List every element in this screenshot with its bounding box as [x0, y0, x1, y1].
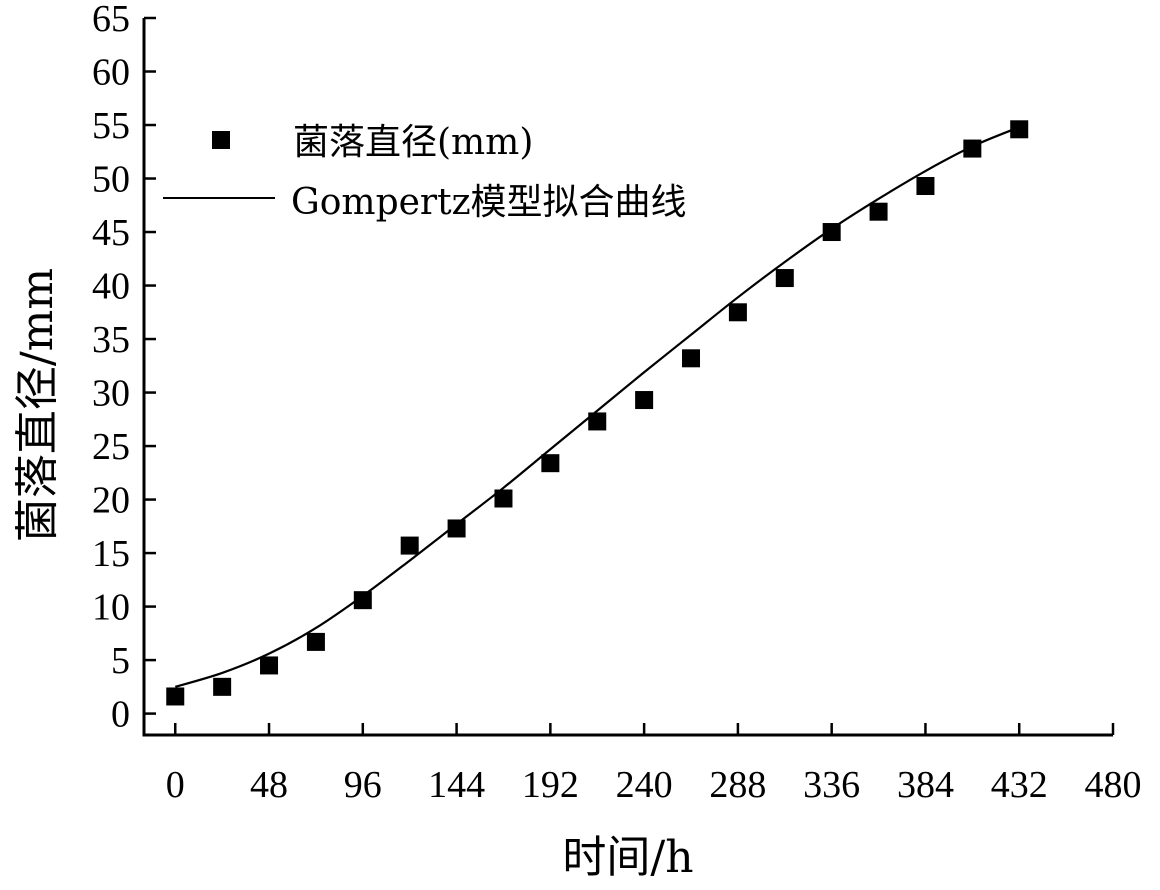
data-point: [916, 177, 935, 196]
x-tick-label: 240: [616, 764, 673, 806]
y-tick-label: 0: [111, 694, 130, 736]
y-tick-label: 45: [92, 212, 130, 254]
data-point: [775, 269, 794, 288]
y-tick-label: 10: [92, 587, 130, 629]
data-point: [635, 391, 654, 410]
data-point: [400, 536, 419, 555]
x-axis-title: 时间/h: [562, 832, 693, 883]
x-tick-label: 480: [1085, 764, 1142, 806]
data-point: [728, 303, 747, 322]
legend-label-points: 菌落直径(mm): [293, 122, 533, 163]
data-point: [353, 591, 372, 610]
data-point: [260, 656, 279, 675]
x-tick-label: 192: [522, 764, 579, 806]
y-tick-label: 50: [92, 159, 130, 201]
x-tick-label: 432: [991, 764, 1048, 806]
y-tick-label: 5: [111, 640, 130, 682]
axes: 0 5 10 15 20 25 30 35 40 45 50 55 60 65 0 48 96 144 192 240…: [92, 0, 1142, 806]
x-tick-label: 336: [803, 764, 860, 806]
data-point: [166, 687, 185, 706]
y-tick-label: 65: [92, 0, 130, 40]
y-tick-label: 20: [92, 480, 130, 522]
y-tick-label: 30: [92, 373, 130, 415]
y-tick-label: 15: [92, 533, 130, 575]
x-tick-label: 48: [250, 764, 288, 806]
x-tick-label: 0: [166, 764, 185, 806]
data-point: [494, 489, 513, 508]
legend-label-curve: Gompertz模型拟合曲线: [291, 182, 687, 223]
legend-marker-points: [212, 131, 230, 149]
x-tick-label: 288: [709, 764, 766, 806]
y-tick-label: 25: [92, 426, 130, 468]
y-tick-label: 60: [92, 52, 130, 94]
data-point: [682, 349, 701, 368]
fit-curve: [174, 126, 1020, 688]
data-point: [213, 677, 232, 696]
y-tick-label: 40: [92, 266, 130, 308]
data-point: [822, 223, 841, 242]
data-point: [541, 454, 560, 473]
data-point: [306, 632, 325, 651]
x-tick-label: 384: [897, 764, 954, 806]
y-tick-label: 55: [92, 105, 130, 147]
data-point: [447, 519, 466, 538]
x-tick-label: 96: [344, 764, 382, 806]
x-tick-label: 144: [428, 764, 485, 806]
data-point: [1010, 120, 1029, 139]
data-point: [869, 202, 888, 221]
y-axis-title: 菌落直径/mm: [12, 268, 63, 542]
data-point: [588, 412, 607, 431]
y-tick-label: 35: [92, 319, 130, 361]
data-point: [963, 139, 982, 158]
data-points-layer: [166, 120, 1029, 706]
fit-curve-layer: [174, 126, 1020, 688]
legend: 菌落直径(mm) Gompertz模型拟合曲线: [163, 122, 687, 223]
